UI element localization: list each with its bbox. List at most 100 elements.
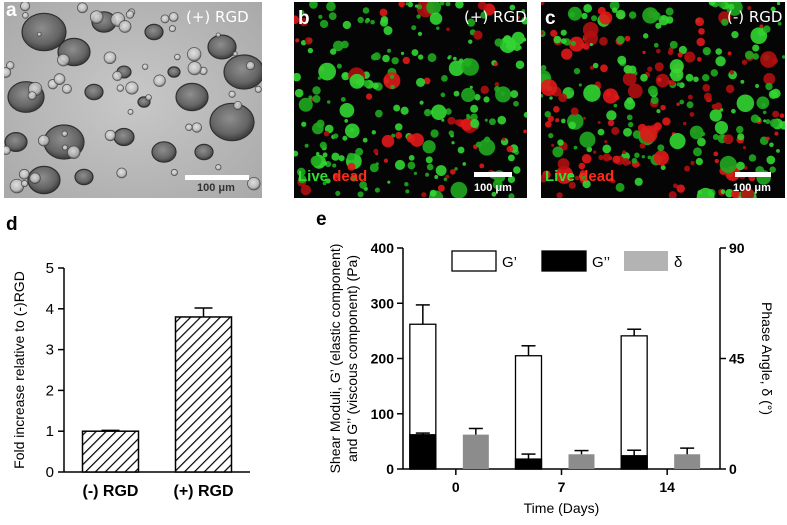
g-prime-bar: [620, 335, 648, 470]
live-cell: [770, 6, 776, 12]
dead-cell: [406, 134, 416, 143]
live-cell: [357, 16, 364, 24]
live-cell: [309, 2, 318, 9]
live-cell: [387, 48, 392, 53]
live-cell: [342, 72, 348, 78]
live-cell: [507, 175, 516, 184]
live-cell: [299, 10, 305, 15]
dead-cell: [570, 107, 579, 116]
dead-cell: [655, 73, 670, 88]
live-cell: [511, 31, 525, 45]
live-cell: [448, 130, 454, 136]
dead-cell: [579, 170, 586, 177]
live-cell: [689, 125, 704, 140]
live-cell: [748, 154, 757, 162]
x-tick-label: (+) RGD: [174, 483, 234, 500]
live-cell: [731, 108, 736, 114]
live-cell: [665, 16, 674, 24]
single-cell: [118, 20, 132, 33]
x-tick-label: (-) RGD: [83, 483, 139, 500]
live-cell: [560, 29, 567, 36]
dead-cell: [295, 38, 300, 43]
cell-aggregate: [151, 141, 177, 163]
live-cell: [611, 7, 618, 13]
cell-aggregate: [207, 34, 237, 60]
live-cell: [755, 84, 760, 88]
dead-cell: [640, 125, 658, 143]
live-cell: [712, 134, 719, 140]
single-cell: [36, 31, 42, 37]
live-cell: [624, 98, 636, 110]
dead-cell: [723, 134, 734, 145]
live-cell: [445, 2, 451, 7]
live-cell: [521, 9, 526, 13]
live-cell: [294, 150, 299, 157]
live-cell: [769, 166, 776, 173]
dead-cell: [599, 36, 608, 46]
live-cell: [679, 99, 685, 105]
dead-cell: [668, 191, 677, 198]
live-cell: [408, 154, 415, 161]
live-cell: [340, 96, 346, 102]
single-cell: [127, 108, 134, 115]
live-cell: [372, 52, 381, 61]
dead-cell: [398, 2, 405, 8]
dead-cell: [423, 77, 431, 85]
dead-cell: [447, 116, 456, 125]
dead-cell: [740, 187, 755, 198]
dead-cell: [383, 158, 389, 163]
dead-cell: [555, 166, 574, 184]
live-cell: [350, 128, 354, 132]
dead-cell: [741, 59, 748, 65]
live-cell: [393, 104, 401, 112]
dead-cell: [703, 92, 712, 101]
live-cell: [452, 56, 457, 61]
single-cell: [254, 85, 262, 93]
live-cell: [616, 35, 625, 45]
live-cell: [382, 54, 390, 63]
panel-e-rheology-chart: e Shear Moduli, G’ (elastic component) a…: [316, 209, 775, 516]
live-cell: [702, 74, 710, 82]
dead-cell: [402, 56, 410, 65]
live-cell: [461, 87, 476, 103]
dead-cell: [379, 8, 388, 17]
dead-cell: [662, 117, 671, 126]
live-cell: [752, 53, 759, 60]
single-cell: [145, 94, 152, 101]
live-cell: [294, 88, 304, 98]
phase-angle-bar: [674, 454, 701, 469]
live-cell: [570, 88, 574, 92]
single-cell: [215, 164, 222, 171]
panel-a-scale-bar: [185, 175, 249, 180]
dead-cell: [602, 153, 611, 162]
legend-label: G’’: [592, 254, 610, 271]
live-cell: [586, 146, 593, 153]
live-cell: [326, 100, 331, 104]
dead-cell: [446, 27, 450, 31]
live-cell: [710, 69, 719, 77]
live-cell: [609, 2, 620, 11]
panel-e-letter: e: [316, 209, 327, 230]
single-cell: [20, 2, 31, 12]
dead-cell: [654, 62, 664, 72]
cell-aggregate: [21, 12, 67, 52]
dead-cell: [696, 37, 705, 47]
live-cell: [765, 82, 773, 91]
live-cell: [697, 137, 706, 147]
dead-cell: [547, 115, 555, 122]
live-cell: [719, 155, 737, 174]
live-cell: [436, 26, 440, 31]
cell-aggregate: [194, 143, 214, 161]
panel-a-condition-label: (+) RGD: [186, 8, 249, 26]
live-cell: [509, 4, 516, 11]
single-cell: [141, 63, 149, 70]
dead-cell: [445, 174, 450, 179]
live-cell: [623, 127, 632, 137]
legend-swatch: [451, 250, 497, 272]
single-cell: [18, 168, 30, 180]
live-cell: [513, 166, 521, 174]
single-cell: [228, 90, 236, 98]
dead-cell: [702, 84, 711, 92]
dead-cell: [304, 37, 313, 45]
live-cell: [435, 165, 447, 176]
